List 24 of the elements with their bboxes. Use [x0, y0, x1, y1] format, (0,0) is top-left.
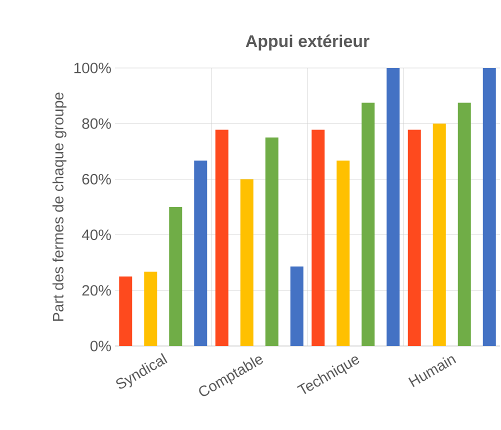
y-tick-label: 20% — [82, 285, 111, 296]
bar — [432, 124, 446, 346]
chart-title: Appui extérieur — [246, 34, 370, 50]
bar — [119, 276, 132, 346]
bar — [169, 206, 182, 346]
bar — [240, 179, 254, 346]
bar — [312, 130, 325, 346]
y-axis-title: Part des fermes de chaque groupe — [52, 92, 66, 321]
bar — [194, 160, 208, 346]
bar — [215, 130, 228, 346]
bar — [144, 272, 158, 346]
bar — [408, 130, 421, 346]
bar — [362, 102, 375, 346]
bar — [265, 137, 278, 346]
y-tick-label: 0% — [90, 340, 111, 352]
y-tick-label: 40% — [82, 230, 111, 240]
bar — [386, 68, 400, 346]
bar — [290, 266, 304, 346]
bar — [482, 68, 496, 346]
y-tick-label: 80% — [82, 118, 111, 129]
y-tick-label: 60% — [82, 174, 111, 184]
bar — [336, 160, 350, 346]
bar — [458, 102, 471, 346]
y-tick-label: 100% — [74, 62, 111, 74]
